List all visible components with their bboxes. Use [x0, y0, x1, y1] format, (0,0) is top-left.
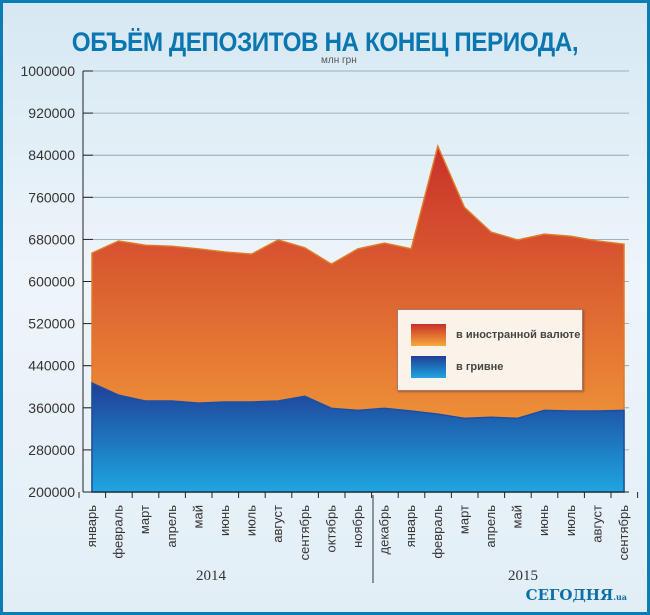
x-tick-label: ноябрь	[350, 505, 365, 548]
y-tick-label: 520000	[28, 316, 75, 332]
y-tick-label: 600000	[28, 274, 75, 290]
year-label-2014: 2014	[196, 568, 227, 584]
x-tick-label: март	[137, 505, 152, 534]
x-tick-label: сентябрь	[616, 505, 631, 561]
x-tick-label: июль	[563, 505, 578, 536]
x-tick-label: август	[270, 505, 285, 543]
legend-label-foreign: в иностранной валюте	[456, 329, 581, 341]
legend-swatch-foreign	[411, 324, 446, 346]
year-label-2015: 2015	[508, 568, 538, 584]
x-tick-label: июль	[244, 505, 259, 536]
y-tick-label: 680000	[28, 231, 75, 247]
logo: СЕГОДНЯ.ua	[525, 586, 627, 604]
series-area-uah	[91, 381, 625, 493]
chart-area: 1000000 920000 840000 760000 680000 600000 520…	[20, 63, 639, 584]
chart-title: ОБЪЁМ ДЕПОЗИТОВ НА КОНЕЦ ПЕРИОДА,	[71, 27, 579, 57]
x-tick-label: январь	[403, 505, 418, 547]
x-tick-label: май	[510, 505, 525, 528]
x-tick-label: октябрь	[323, 505, 338, 553]
x-tick-label: май	[190, 505, 205, 528]
legend-label-uah: в гривне	[456, 361, 504, 373]
x-tick-label: август	[589, 505, 604, 543]
legend: в иностранной валюте в гривне	[397, 309, 583, 391]
x-tick-label: апрель	[483, 505, 498, 548]
x-tick-label: июнь	[536, 505, 551, 536]
x-tick-label: январь	[84, 505, 99, 547]
y-tick-label: 1000000	[20, 63, 75, 79]
y-tick-label: 200000	[28, 484, 75, 500]
x-tick-label: март	[456, 505, 471, 534]
unit-label: млн грн	[321, 55, 357, 66]
x-tick-label: апрель	[164, 505, 179, 548]
x-tick-label: февраль	[111, 505, 126, 559]
y-tick-label: 440000	[28, 358, 75, 374]
x-tick-label: сентябрь	[297, 505, 312, 561]
y-tick-label: 360000	[28, 400, 75, 416]
x-tick-label: декабрь	[377, 505, 392, 555]
y-tick-label: 280000	[28, 442, 75, 458]
y-tick-label: 920000	[28, 105, 75, 121]
y-tick-label: 840000	[28, 147, 75, 163]
y-tick-label: 760000	[28, 189, 75, 205]
x-tick-label: февраль	[430, 505, 445, 559]
x-tick-label: июнь	[217, 505, 232, 536]
legend-swatch-uah	[411, 356, 446, 378]
